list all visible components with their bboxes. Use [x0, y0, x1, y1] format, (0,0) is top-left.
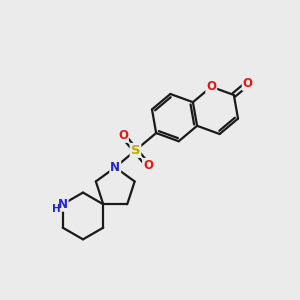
Text: N: N — [110, 161, 120, 174]
Text: H: H — [52, 204, 61, 214]
Text: S: S — [131, 144, 140, 157]
Text: N: N — [58, 198, 68, 211]
Text: O: O — [118, 129, 128, 142]
Text: O: O — [143, 159, 153, 172]
Text: O: O — [206, 80, 216, 93]
Text: O: O — [243, 77, 253, 90]
